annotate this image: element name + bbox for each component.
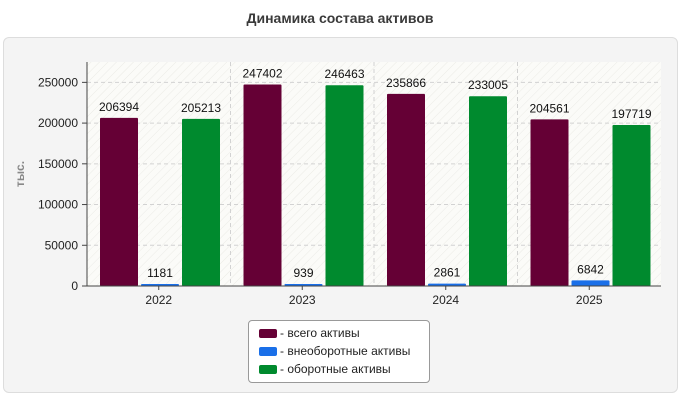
bar — [243, 84, 282, 286]
bar — [387, 93, 425, 286]
bar — [325, 85, 364, 286]
legend-label: - внеоборотные активы — [280, 344, 411, 358]
y-tick-label: 150000 — [38, 157, 78, 171]
legend-label: - оборотные активы — [280, 362, 391, 376]
legend-label: - всего активы — [280, 326, 360, 340]
bar — [100, 117, 138, 286]
y-tick-label: 100000 — [38, 198, 78, 212]
data-label: 939 — [293, 266, 313, 280]
data-label: 204561 — [529, 101, 569, 115]
x-tick-label: 2022 — [145, 293, 172, 307]
bar — [469, 96, 507, 286]
legend: - всего активы - внеоборотные активы - обо… — [248, 320, 430, 383]
y-axis-label: тыс. — [13, 161, 27, 187]
legend-item: - всего активы — [259, 324, 419, 342]
bar — [530, 119, 569, 287]
legend-item: - внеоборотные активы — [259, 342, 419, 360]
x-tick-label: 2023 — [289, 293, 316, 307]
bar — [571, 280, 610, 286]
data-label: 6842 — [577, 262, 604, 276]
data-label: 197719 — [611, 107, 651, 121]
x-tick-label: 2024 — [432, 293, 459, 307]
data-label: 206394 — [99, 100, 139, 114]
data-labels: 206394 1181 205213 247402 939 246463 235866 286… — [99, 66, 652, 280]
bar — [612, 124, 651, 287]
legend-swatch — [259, 328, 277, 338]
axes: 0 50000 100000 150000 200000 250000 2022 2023 20… — [38, 62, 661, 307]
y-tick-label: 200000 — [38, 116, 78, 130]
bar — [182, 118, 220, 286]
y-tick-label: 50000 — [45, 238, 79, 252]
data-label: 235866 — [386, 76, 426, 90]
data-label: 233005 — [468, 78, 508, 92]
data-label: 247402 — [242, 66, 282, 80]
data-label: 246463 — [324, 67, 364, 81]
legend-swatch — [259, 364, 277, 374]
y-tick-label: 250000 — [38, 75, 78, 89]
x-tick-label: 2025 — [576, 293, 603, 307]
chart-title: Динамика состава активов — [246, 10, 434, 26]
bar — [428, 283, 466, 286]
legend-item: - оборотные активы — [259, 360, 419, 378]
y-tick-label: 0 — [71, 279, 78, 293]
bars-group — [100, 84, 651, 287]
data-label: 205213 — [181, 101, 221, 115]
legend-swatch — [259, 346, 277, 356]
data-label: 1181 — [147, 266, 173, 280]
data-label: 2861 — [434, 266, 461, 280]
